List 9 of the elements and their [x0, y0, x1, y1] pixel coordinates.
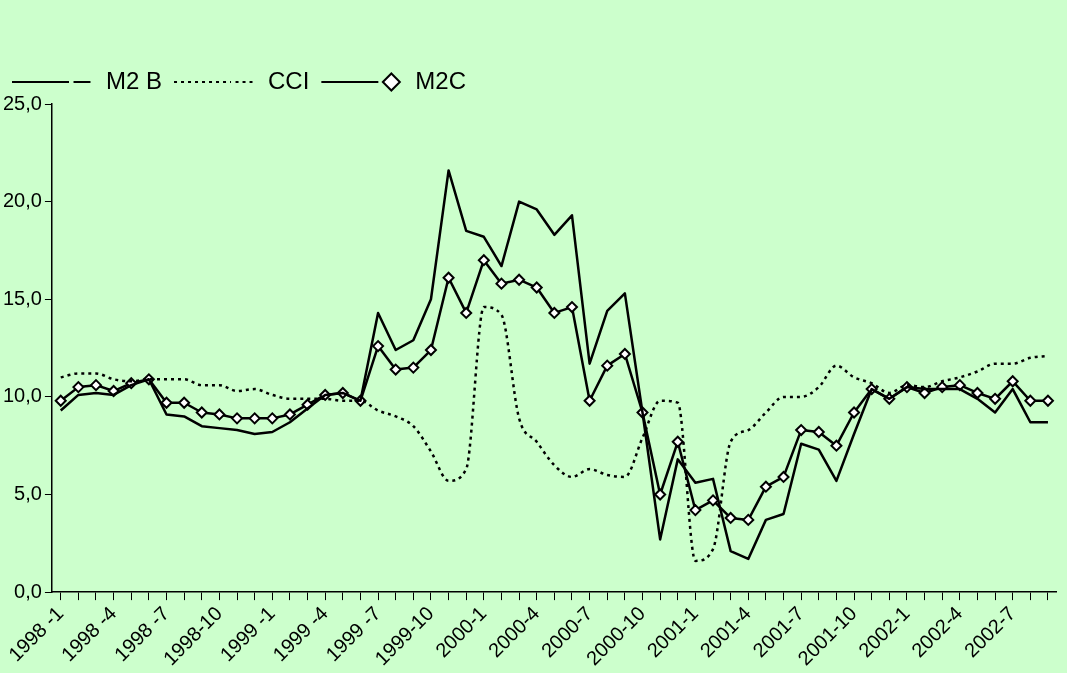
y-tick-label: 10,0 [2, 384, 42, 407]
legend-label: M2 B [106, 66, 163, 94]
y-tick-label: 0,0 [14, 579, 42, 602]
y-tick-label: 15,0 [2, 286, 42, 309]
y-tick-label: 20,0 [2, 189, 42, 212]
legend-label: CCI [268, 66, 310, 94]
legend-label: M2C [415, 66, 467, 94]
y-tick-label: 25,0 [2, 91, 42, 114]
y-tick-label: 5,0 [14, 482, 42, 505]
